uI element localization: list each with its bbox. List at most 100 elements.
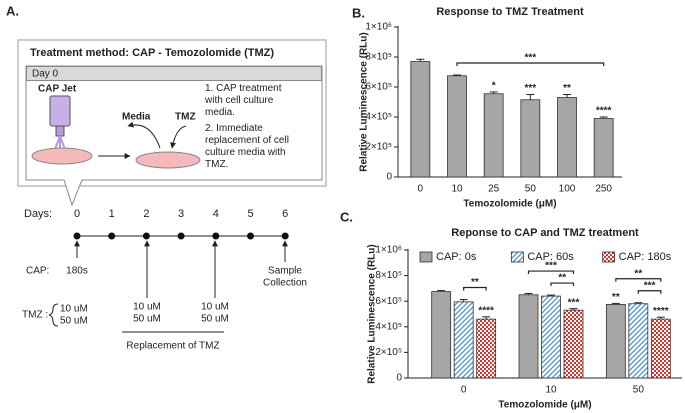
legend-label: CAP: 0s bbox=[436, 251, 477, 263]
arrow bbox=[127, 121, 161, 149]
day-dot bbox=[281, 232, 289, 240]
dose: 50 uM bbox=[201, 314, 229, 325]
x-tick-label: 50 bbox=[633, 385, 645, 396]
bar bbox=[541, 295, 561, 379]
legend-swatch bbox=[510, 251, 524, 263]
replacement-label: Replacement of TMZ bbox=[126, 341, 219, 352]
bar bbox=[628, 303, 649, 379]
significance-label: ** bbox=[612, 292, 620, 303]
significance-label: *** bbox=[524, 83, 536, 94]
y-tick-label: 1×10⁶ bbox=[365, 22, 392, 33]
y-tick-label: 8×10⁵ bbox=[365, 52, 392, 63]
day-dot bbox=[142, 232, 150, 240]
day0-label: Day 0 bbox=[32, 69, 59, 80]
dose: 50 uM bbox=[60, 316, 88, 327]
significance-bracket bbox=[456, 62, 605, 66]
dose: 10 uM bbox=[60, 304, 88, 315]
arrow bbox=[170, 125, 187, 149]
chart-title: Response to TMZ Treatment bbox=[436, 6, 584, 18]
bar bbox=[410, 61, 431, 178]
significance-bracket bbox=[527, 270, 575, 275]
cap-dose: 180s bbox=[66, 266, 88, 277]
sample-label: Collection bbox=[263, 278, 307, 289]
day-dot bbox=[212, 232, 220, 240]
step-2: 2. Immediate replacement of cell culture m… bbox=[205, 123, 289, 170]
nozzle bbox=[55, 125, 65, 137]
panel-label: B. bbox=[352, 5, 365, 20]
day-dot bbox=[108, 232, 116, 240]
day-dot bbox=[177, 232, 185, 240]
significance-label: ** bbox=[563, 83, 571, 94]
step-1: 1. CAP treatment with cell culture media. bbox=[204, 83, 282, 118]
bar bbox=[563, 309, 584, 379]
legend-swatch bbox=[419, 251, 433, 263]
bar bbox=[557, 97, 577, 178]
bar bbox=[453, 301, 474, 379]
method-title: Treatment method: CAP - Temozolomide (TM… bbox=[30, 47, 274, 59]
dose: 10 uM bbox=[201, 302, 229, 313]
day0-header bbox=[26, 66, 322, 81]
legend-swatch bbox=[602, 251, 616, 263]
bar bbox=[593, 118, 614, 178]
media-label: Media bbox=[122, 112, 151, 123]
bracket-label: ** bbox=[558, 273, 566, 284]
panel-label: C. bbox=[340, 209, 353, 224]
sample-label: Sample bbox=[268, 266, 302, 277]
day-dot bbox=[247, 232, 254, 240]
bar bbox=[476, 318, 497, 379]
device-label: CAP Jet bbox=[38, 84, 77, 95]
bracket-label: *** bbox=[644, 280, 656, 291]
y-tick-label: 0 bbox=[396, 373, 402, 384]
day-label: 0 bbox=[74, 208, 80, 220]
bar bbox=[431, 291, 452, 379]
day0-callout bbox=[25, 65, 323, 207]
day-label: 6 bbox=[282, 208, 288, 220]
significance-bracket bbox=[550, 282, 575, 287]
bar bbox=[447, 75, 467, 178]
day-label: 5 bbox=[247, 208, 253, 220]
significance-label: **** bbox=[596, 106, 612, 117]
x-tick-label: 250 bbox=[595, 184, 612, 195]
timeline bbox=[73, 232, 289, 240]
x-tick-label: 0 bbox=[418, 184, 424, 195]
day-label: 4 bbox=[213, 208, 219, 220]
day-dot bbox=[73, 232, 81, 240]
x-axis-label: Temozolomide (μM) bbox=[463, 199, 556, 210]
cap-label: CAP: bbox=[26, 266, 49, 277]
dose: 50 uM bbox=[133, 314, 161, 325]
bracket-label: *** bbox=[545, 261, 557, 272]
y-tick-label: 6×10⁵ bbox=[365, 82, 392, 93]
bar bbox=[605, 303, 626, 379]
y-tick-label: 6×10⁵ bbox=[375, 296, 402, 307]
y-tick-label: 4×10⁵ bbox=[375, 321, 402, 332]
y-axis-label: Relative Luminescence (RLu) bbox=[367, 244, 378, 383]
y-tick-label: 8×10⁵ bbox=[375, 270, 402, 281]
x-tick-label: 10 bbox=[451, 184, 463, 195]
days-label: Days: bbox=[24, 208, 52, 220]
tmz-label: TMZ bbox=[175, 112, 196, 123]
dish bbox=[31, 147, 93, 165]
cap-jet bbox=[49, 95, 71, 127]
legend-label: CAP: 180s bbox=[619, 251, 672, 263]
bar bbox=[518, 294, 539, 379]
day-label: 3 bbox=[178, 208, 184, 220]
y-tick-label: 2×10⁵ bbox=[365, 142, 392, 153]
significance-bracket bbox=[463, 286, 487, 291]
x-tick-label: 0 bbox=[461, 385, 467, 396]
y-tick-label: 2×10⁵ bbox=[375, 347, 402, 358]
significance-bracket bbox=[637, 290, 662, 294]
x-tick-label: 25 bbox=[488, 184, 500, 195]
panel-a: A. Treatment method: CAP - Temozolomide … bbox=[6, 3, 327, 352]
significance-label: *** bbox=[568, 297, 580, 308]
tmz-label: TMZ : bbox=[22, 310, 48, 321]
x-tick-label: 50 bbox=[525, 184, 537, 195]
bar bbox=[520, 99, 541, 178]
bracket-label: *** bbox=[524, 53, 536, 64]
significance-label: * bbox=[492, 81, 496, 92]
x-axis-label: Temozolomide (μM) bbox=[498, 400, 591, 411]
y-tick-label: 4×10⁵ bbox=[365, 112, 392, 123]
bar bbox=[650, 318, 671, 379]
significance-bracket bbox=[615, 278, 662, 282]
x-tick-label: 10 bbox=[545, 385, 557, 396]
